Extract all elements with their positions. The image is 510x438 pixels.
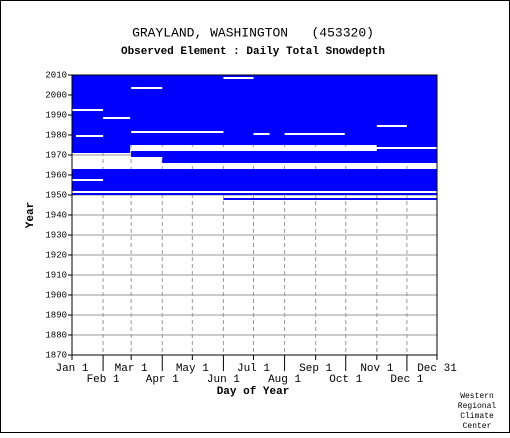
y-axis-label: Year [25, 202, 37, 228]
y-tick-label: 1930 [45, 230, 67, 240]
data-block [72, 169, 437, 191]
chart-title: GRAYLAND, WASHINGTON (453320) [132, 25, 374, 40]
credit-line: Western [460, 392, 494, 401]
x-tick-label: Dec 1 [390, 374, 423, 386]
data-gap [131, 147, 437, 149]
data-block [72, 193, 437, 195]
x-tick-label: Aug 1 [268, 374, 301, 386]
data-gap [72, 109, 104, 111]
y-tick-label: 1980 [45, 130, 67, 140]
y-tick-label: 1960 [45, 170, 67, 180]
credit-line: Center [463, 422, 492, 431]
x-tick-label: Apr 1 [146, 374, 179, 386]
data-gap [131, 131, 224, 133]
y-tick-label: 1870 [45, 350, 67, 360]
x-tick-label: Jan 1 [55, 363, 88, 375]
data-gap [76, 135, 104, 137]
y-tick-label: 2000 [45, 90, 67, 100]
x-tick-label: Dec 31 [417, 363, 457, 375]
chart-subtitle: Observed Element : Daily Total Snowdepth [121, 46, 385, 58]
data-gap [131, 87, 163, 89]
x-tick-label: Feb 1 [87, 374, 120, 386]
data-gap [72, 163, 163, 167]
credit-line: Climate [460, 412, 494, 421]
data-gap [253, 133, 270, 135]
x-tick-label: Oct 1 [329, 374, 362, 386]
y-tick-label: 1900 [45, 290, 67, 300]
x-tick-label: May 1 [176, 363, 209, 375]
y-tick-label: 1880 [45, 330, 67, 340]
data-gap [72, 179, 104, 181]
data-gap [223, 77, 254, 79]
plot-frame [71, 74, 438, 356]
y-tick-label: 1920 [45, 250, 67, 260]
y-tick-label: 1950 [45, 190, 67, 200]
x-axis-label: Day of Year [217, 386, 290, 398]
x-tick-label: Jul 1 [237, 363, 270, 375]
credit-line: Regional [458, 402, 497, 411]
data-block [72, 145, 131, 153]
y-tick-label: 1940 [45, 210, 67, 220]
x-tick-label: Nov 1 [360, 363, 393, 375]
data-gap [284, 133, 345, 135]
data-block [162, 157, 437, 163]
y-tick-label: 1910 [45, 270, 67, 280]
y-tick-label: 2010 [45, 70, 67, 80]
data-gap [376, 125, 407, 127]
x-tick-label: Mar 1 [115, 363, 148, 375]
data-gap [103, 117, 131, 119]
data-block [223, 198, 437, 200]
data-block [131, 151, 437, 157]
y-tick-label: 1970 [45, 150, 67, 160]
x-tick-label: Jun 1 [207, 374, 240, 386]
y-tick-label: 1890 [45, 310, 67, 320]
x-tick-label: Sep 1 [299, 363, 332, 375]
y-tick-label: 1990 [45, 110, 67, 120]
